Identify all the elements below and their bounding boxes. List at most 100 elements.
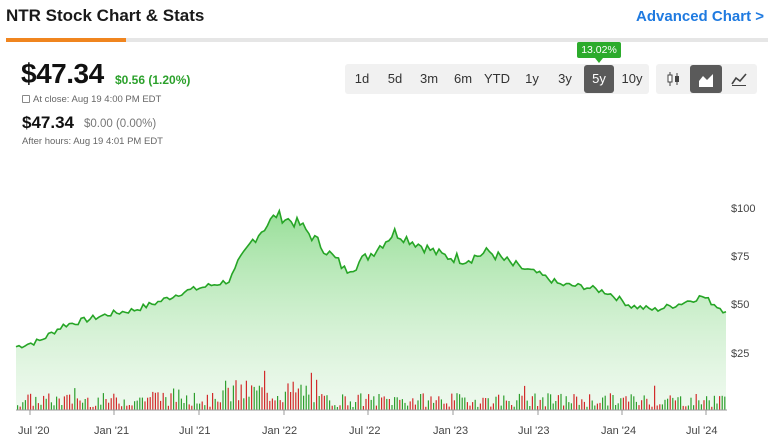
volume-bar: [113, 393, 115, 410]
volume-bar: [123, 399, 125, 410]
volume-bar: [409, 401, 411, 410]
volume-bar: [196, 403, 198, 410]
volume-bar: [50, 402, 52, 410]
volume-bar: [685, 406, 687, 410]
range-10y[interactable]: 10y: [621, 71, 643, 86]
volume-bar: [368, 394, 370, 410]
volume-bar: [355, 402, 357, 410]
range-1y[interactable]: 1y: [525, 71, 539, 86]
header: NTR Stock Chart & Stats Advanced Chart >: [0, 0, 774, 36]
area-chart-icon[interactable]: [690, 65, 722, 93]
volume-bar: [492, 403, 494, 410]
volume-bar: [570, 403, 572, 410]
volume-bar: [248, 396, 250, 410]
volume-bar: [412, 398, 414, 410]
after-hours-label: After hours: Aug 19 4:01 PM EDT: [22, 136, 163, 147]
volume-bar: [209, 406, 211, 410]
after-hours-change: $0.00 (0.00%): [84, 118, 157, 130]
volume-bar: [596, 403, 598, 410]
advanced-chart-link[interactable]: Advanced Chart >: [636, 8, 764, 25]
volume-bar: [69, 394, 71, 410]
volume-bar: [604, 395, 606, 410]
volume-bar: [227, 387, 229, 410]
x-tick-label: Jul '20: [18, 425, 50, 437]
volume-bar: [63, 396, 65, 410]
volume-bar: [695, 394, 697, 410]
volume-bar: [134, 401, 136, 410]
volume-bar: [690, 397, 692, 410]
volume-bar: [362, 406, 364, 410]
volume-bar: [269, 400, 271, 410]
volume-bar: [607, 405, 609, 410]
volume-bar: [147, 397, 149, 410]
volume-bar: [716, 403, 718, 410]
range-3y[interactable]: 3y: [558, 71, 572, 86]
volume-bar: [339, 405, 341, 410]
volume-bar: [378, 394, 380, 410]
price-area-fill: [16, 210, 726, 410]
volume-bar: [271, 398, 273, 410]
volume-bar: [568, 402, 570, 410]
volume-bar: [427, 400, 429, 410]
range-5y[interactable]: 5y: [584, 65, 614, 93]
volume-bar: [178, 389, 180, 410]
volume-bar: [430, 396, 432, 410]
x-tick-label: Jul '23: [518, 425, 550, 437]
volume-bar: [487, 398, 489, 410]
volume-bar: [277, 396, 279, 410]
volume-bar: [703, 400, 705, 410]
line-chart-icon[interactable]: [723, 64, 755, 94]
price-chart[interactable]: [0, 150, 774, 440]
volume-bar: [656, 405, 658, 410]
volume-bar: [326, 395, 328, 410]
volume-bar: [599, 402, 601, 410]
volume-bar: [542, 397, 544, 410]
volume-bar: [516, 400, 518, 410]
volume-bar: [347, 405, 349, 410]
volume-bar: [212, 393, 214, 410]
range-6m[interactable]: 6m: [453, 71, 473, 86]
range-performance-tooltip: 13.02%: [577, 42, 621, 63]
volume-bar: [141, 397, 143, 410]
volume-bar: [472, 402, 474, 410]
volume-bar: [438, 396, 440, 410]
volume-bar: [199, 403, 201, 410]
volume-bar: [693, 405, 695, 410]
volume-bar: [295, 392, 297, 410]
x-tick-label: Jan '23: [433, 425, 469, 437]
volume-bar: [342, 394, 344, 410]
volume-bar: [334, 405, 336, 410]
volume-bar: [87, 397, 89, 410]
volume-bar: [719, 396, 721, 410]
current-price: $47.34: [21, 58, 104, 89]
volume-bar: [654, 385, 656, 410]
volume-bar: [589, 394, 591, 410]
volume-bar: [407, 405, 409, 410]
volume-bar: [95, 405, 97, 410]
volume-bar: [310, 372, 312, 410]
range-3m[interactable]: 3m: [419, 71, 439, 86]
volume-bar: [126, 405, 128, 410]
volume-bar: [594, 405, 596, 410]
volume-bar: [513, 406, 515, 410]
after-hours-price: $47.34: [22, 113, 74, 132]
volume-bar: [638, 405, 640, 410]
range-5d[interactable]: 5d: [387, 71, 403, 86]
volume-bar: [128, 405, 130, 410]
range-1d[interactable]: 1d: [354, 71, 370, 86]
volume-bar: [518, 393, 520, 410]
volume-bar: [19, 406, 21, 410]
volume-bar: [131, 405, 133, 410]
candlestick-icon[interactable]: [658, 64, 690, 94]
volume-bar: [635, 401, 637, 410]
volume-bar: [443, 403, 445, 410]
range-ytd[interactable]: YTD: [484, 71, 510, 86]
volume-bar: [669, 395, 671, 410]
volume-bar: [529, 406, 531, 410]
volume-bar: [404, 402, 406, 410]
volume-bar: [365, 398, 367, 410]
volume-bar: [391, 405, 393, 410]
volume-bar: [230, 401, 232, 410]
volume-bar: [394, 397, 396, 410]
volume-bar: [682, 405, 684, 410]
